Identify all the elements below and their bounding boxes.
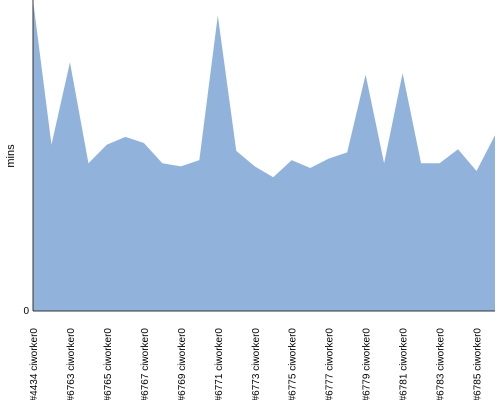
area-series — [33, 0, 495, 311]
y-tick-label: 0 — [23, 306, 29, 317]
x-tick-label: #6783 ciworker0 — [436, 328, 447, 400]
x-tick-label: #4434 ciworker0 — [29, 328, 40, 400]
x-tick-label: #6767 ciworker0 — [140, 328, 151, 400]
x-tick-label: #6781 ciworker0 — [399, 328, 410, 400]
x-axis-ticks: #4434 ciworker0 #6763 ciworker0 #6765 ciwo… — [29, 328, 484, 400]
x-tick-label: #6775 ciworker0 — [288, 328, 299, 400]
y-axis-label: mins — [5, 144, 17, 168]
x-tick-label: #6785 ciworker0 — [473, 328, 484, 400]
x-tick-label: #6769 ciworker0 — [177, 328, 188, 400]
x-tick-label: #6777 ciworker0 — [325, 328, 336, 400]
y-axis-ticks: 0 — [23, 306, 29, 317]
x-tick-label: #6771 ciworker0 — [214, 328, 225, 400]
x-tick-label: #6779 ciworker0 — [362, 328, 373, 400]
plot-area — [33, 0, 495, 311]
x-tick-label: #6773 ciworker0 — [251, 328, 262, 400]
x-tick-label: #6765 ciworker0 — [103, 328, 114, 400]
x-tick-label: #6763 ciworker0 — [66, 328, 77, 400]
